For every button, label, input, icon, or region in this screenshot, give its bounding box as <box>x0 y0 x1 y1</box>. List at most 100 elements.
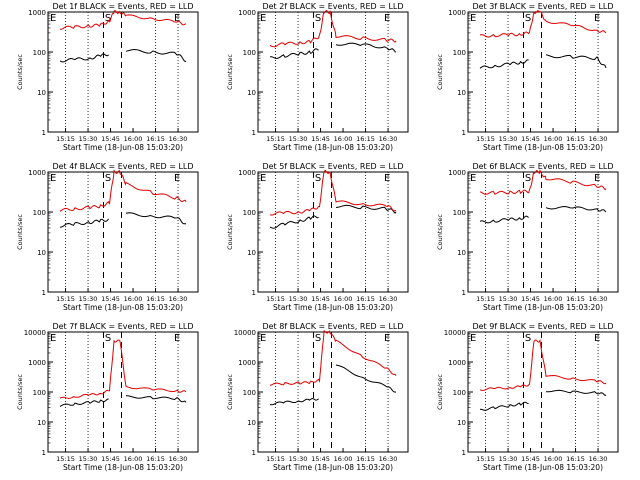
x-tick-label: 15:30 <box>79 455 98 463</box>
saa-label: S <box>315 333 321 344</box>
x-tick-label: 16:00 <box>544 295 563 303</box>
y-tick-label: 100 <box>243 49 256 57</box>
panel-title: Det 9f BLACK = Events, RED = LLD <box>472 322 613 331</box>
detector-panel: Det 2f BLACK = Events, RED = LLD 1 10 100 10… <box>226 2 409 152</box>
y-tick-label: 100 <box>243 389 256 397</box>
eclipse-start-label: E <box>50 333 56 344</box>
plot-frame <box>467 11 619 133</box>
x-tick-label: 15:30 <box>499 295 518 303</box>
x-tick-label: 15:45 <box>311 455 330 463</box>
x-tick-label: 16:15 <box>146 455 165 463</box>
x-tick-label: 16:30 <box>379 135 398 143</box>
x-tick-label: 15:30 <box>79 295 98 303</box>
y-axis-title: Counts/sec <box>436 374 444 410</box>
x-tick-label: 15:15 <box>476 455 495 463</box>
panel-title: Det 3f BLACK = Events, RED = LLD <box>472 2 613 11</box>
saa-label: S <box>315 173 321 184</box>
x-axis-title: Start Time (18-Jun-08 15:03:20) <box>63 143 183 152</box>
lld-series-line <box>479 10 607 38</box>
y-axis-title: Counts/sec <box>16 54 24 90</box>
plot-frame <box>257 11 409 133</box>
detector-panel: Det 5f BLACK = Events, RED = LLD 1 10 100 10… <box>226 162 409 312</box>
eclipse-start-label: E <box>470 173 476 184</box>
x-axis-title: Start Time (18-Jun-08 15:03:20) <box>273 143 393 152</box>
saa-label: S <box>525 333 531 344</box>
x-tick-label: 16:30 <box>169 135 188 143</box>
eclipse-start-label: E <box>260 13 266 24</box>
plot-frame <box>257 331 409 453</box>
x-tick-label: 15:15 <box>266 455 285 463</box>
y-tick-label: 100 <box>453 49 466 57</box>
y-axis-title: Counts/sec <box>226 374 234 410</box>
lld-series-line <box>479 169 607 195</box>
x-axis-title: Start Time (18-Jun-08 15:03:20) <box>483 143 603 152</box>
plot-frame <box>47 11 199 133</box>
x-tick-label: 16:30 <box>589 455 608 463</box>
detector-panel: Det 7f BLACK = Events, RED = LLD 1 10 100 10… <box>16 322 199 472</box>
detector-panel: Det 8f BLACK = Events, RED = LLD 1 10 100 10… <box>226 322 409 472</box>
x-tick-label: 16:00 <box>334 455 353 463</box>
x-tick-label: 16:15 <box>146 135 165 143</box>
plot-frame <box>47 171 199 293</box>
events-series-line <box>270 42 397 59</box>
y-tick-label: 1000 <box>28 359 46 367</box>
events-series-line <box>59 48 187 63</box>
plot-frame <box>47 331 199 453</box>
eclipse-start-label: E <box>470 13 476 24</box>
x-tick-label: 16:30 <box>379 455 398 463</box>
saa-label: S <box>105 333 111 344</box>
detector-panel: Det 3f BLACK = Events, RED = LLD 1 10 100 10… <box>436 2 619 152</box>
events-series-line <box>479 389 607 411</box>
y-axis-title: Counts/sec <box>16 214 24 250</box>
panel-title: Det 5f BLACK = Events, RED = LLD <box>262 162 403 171</box>
y-tick-label: 10 <box>247 249 256 257</box>
y-tick-label: 100 <box>453 209 466 217</box>
x-tick-label: 16:00 <box>544 455 563 463</box>
events-series-line <box>269 204 397 229</box>
detector-panel: Det 1f BLACK = Events, RED = LLD 1 10 100 10… <box>16 2 199 152</box>
lld-series-line <box>59 169 187 212</box>
x-tick-label: 15:45 <box>101 135 120 143</box>
events-series-line <box>59 395 187 407</box>
x-axis-title: Start Time (18-Jun-08 15:03:20) <box>483 463 603 472</box>
plot-frame <box>467 171 619 293</box>
y-axis-title: Counts/sec <box>226 54 234 90</box>
y-axis-title: Counts/sec <box>436 54 444 90</box>
y-tick-label: 1 <box>252 129 256 137</box>
x-tick-label: 15:15 <box>266 295 285 303</box>
x-tick-label: 16:15 <box>356 295 375 303</box>
y-tick-label: 1 <box>42 449 46 457</box>
y-axis-title: Counts/sec <box>226 214 234 250</box>
x-tick-label: 16:15 <box>356 135 375 143</box>
x-tick-label: 16:30 <box>379 295 398 303</box>
x-tick-label: 16:00 <box>124 135 143 143</box>
detector-panel: Det 6f BLACK = Events, RED = LLD 1 10 100 10… <box>436 162 619 312</box>
saa-label: S <box>315 13 321 24</box>
x-tick-label: 16:00 <box>544 135 563 143</box>
x-tick-label: 15:15 <box>476 295 495 303</box>
eclipse-end-label: E <box>174 13 180 24</box>
eclipse-end-label: E <box>594 13 600 24</box>
y-tick-label: 10 <box>37 419 46 427</box>
x-tick-label: 15:30 <box>289 135 308 143</box>
y-tick-label: 1 <box>462 289 466 297</box>
y-tick-label: 100 <box>243 209 256 217</box>
events-series-line <box>479 54 607 69</box>
x-tick-label: 16:15 <box>146 295 165 303</box>
y-tick-label: 1 <box>252 289 256 297</box>
y-tick-label: 100 <box>33 49 46 57</box>
x-tick-label: 15:45 <box>101 295 120 303</box>
x-tick-label: 15:45 <box>521 135 540 143</box>
x-tick-label: 16:30 <box>169 295 188 303</box>
y-tick-label: 1 <box>462 449 466 457</box>
y-tick-label: 1000 <box>238 9 256 17</box>
x-tick-label: 15:45 <box>521 455 540 463</box>
lld-series-line <box>60 10 186 30</box>
eclipse-start-label: E <box>260 173 266 184</box>
x-tick-label: 16:30 <box>589 295 608 303</box>
y-tick-label: 1000 <box>238 169 256 177</box>
y-tick-label: 100 <box>33 209 46 217</box>
y-tick-label: 10 <box>37 89 46 97</box>
y-tick-label: 10 <box>37 249 46 257</box>
x-tick-label: 16:00 <box>124 455 143 463</box>
